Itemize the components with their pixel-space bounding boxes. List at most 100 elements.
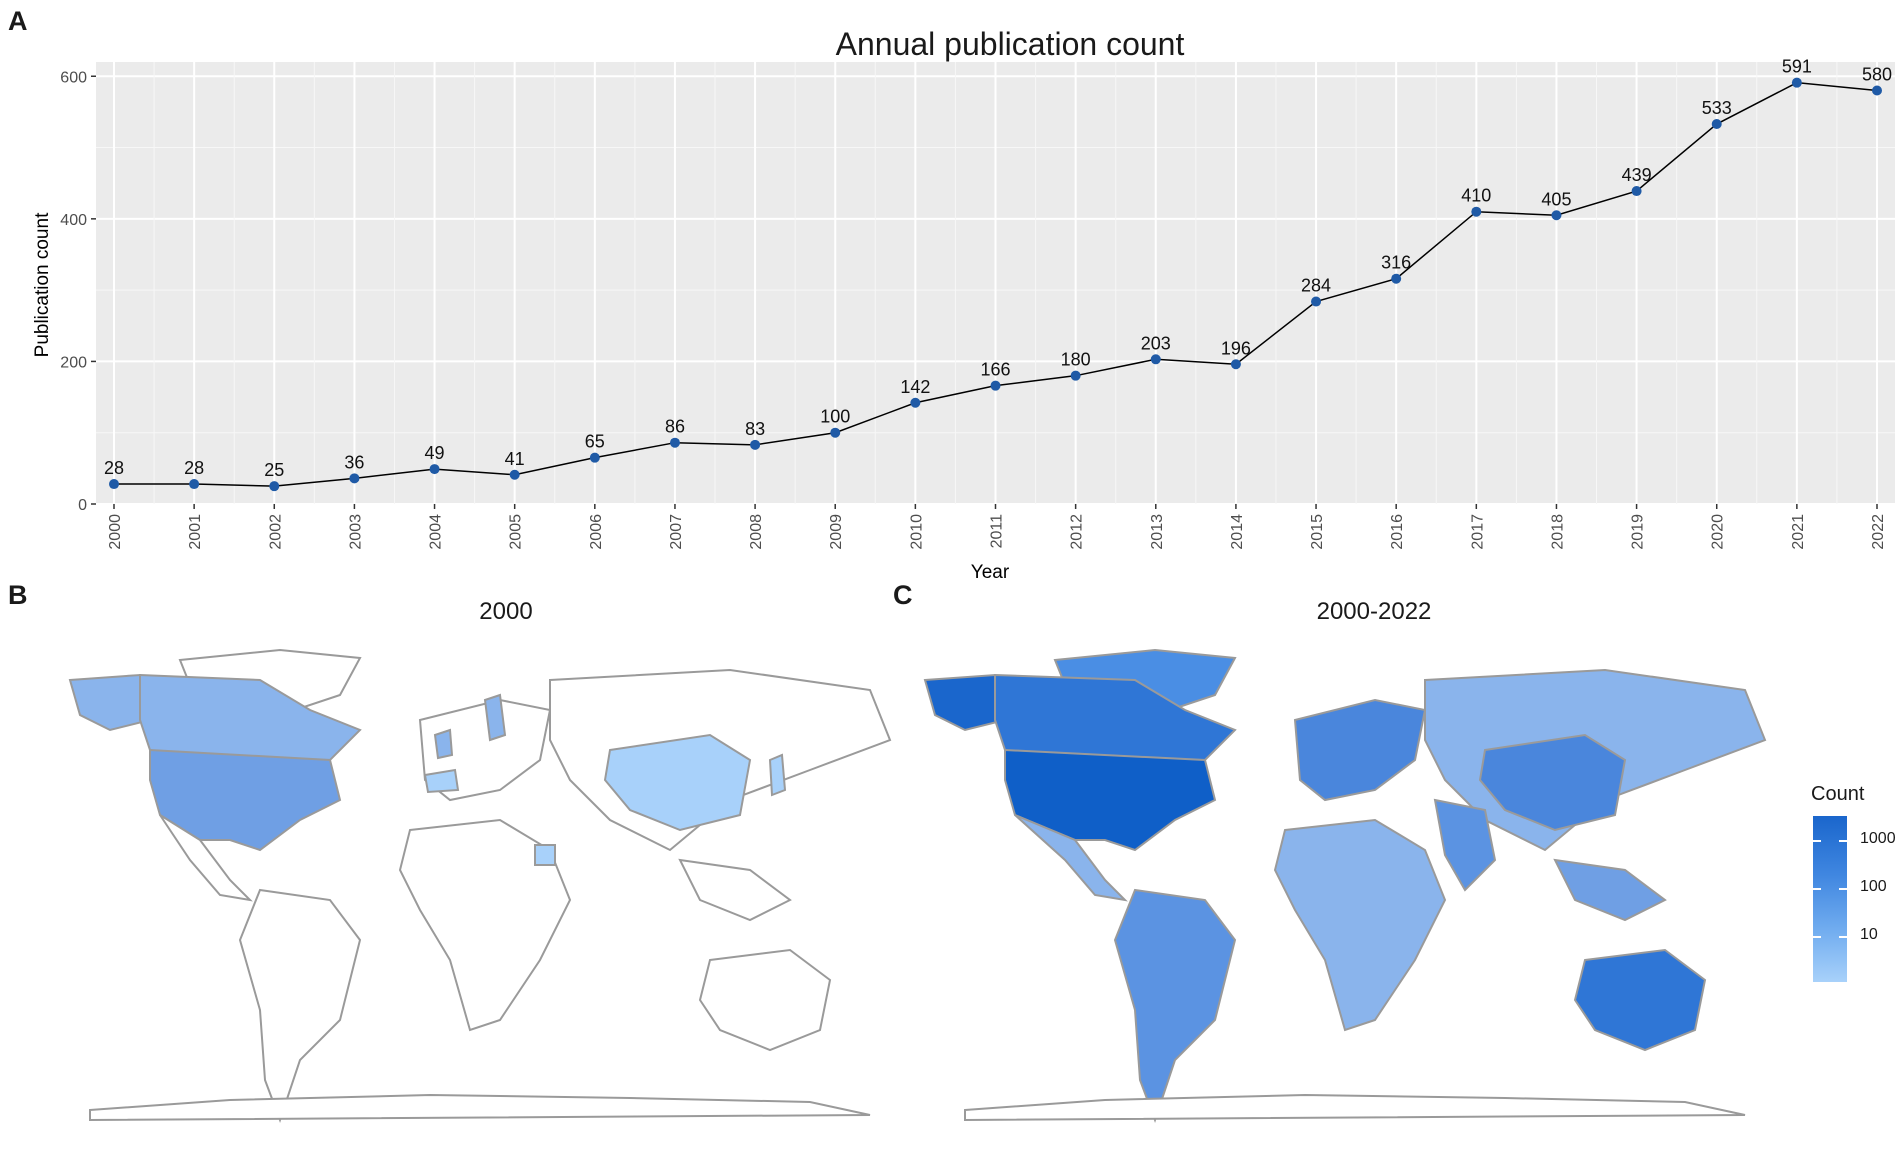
x-tick-label: 2005	[508, 514, 525, 550]
data-point	[429, 464, 440, 475]
map-japan	[768, 753, 787, 797]
x-tick-label: 2004	[428, 514, 445, 550]
data-point	[349, 473, 360, 484]
x-tick-label: 2022	[1870, 514, 1887, 550]
data-label: 284	[1301, 276, 1331, 296]
data-label: 142	[900, 377, 930, 397]
map-china	[603, 733, 752, 832]
map-title-b: 2000	[479, 598, 533, 625]
data-label: 591	[1782, 57, 1812, 77]
data-label: 405	[1541, 189, 1571, 209]
x-tick-label: 2003	[347, 514, 364, 550]
data-point	[1471, 206, 1482, 217]
x-tick-label: 2015	[1309, 514, 1326, 550]
x-axis-title: Year	[971, 562, 1010, 580]
legend-title: Count	[1811, 783, 1865, 805]
data-label: 100	[820, 407, 850, 427]
data-point	[1551, 210, 1562, 221]
map-china	[1478, 733, 1627, 832]
x-tick-label: 2002	[267, 514, 284, 550]
world-map-2000	[68, 648, 892, 1123]
data-point	[1391, 273, 1402, 284]
data-label: 533	[1702, 98, 1732, 118]
map-southeast-asia	[1553, 858, 1667, 922]
data-label: 49	[425, 443, 445, 463]
data-label: 28	[184, 458, 204, 478]
x-tick-label: 2013	[1149, 514, 1166, 550]
legend-tick-label: 10	[1860, 926, 1878, 943]
x-tick-label: 2008	[748, 514, 765, 550]
legend-tick-mark	[1839, 840, 1847, 842]
panel-label-b: B	[8, 580, 28, 610]
map-usa	[149, 748, 342, 852]
x-tick-label: 2001	[187, 514, 204, 550]
legend-tick-mark	[1839, 888, 1847, 890]
panel-label-c: C	[893, 580, 913, 610]
map-europe	[1293, 698, 1427, 802]
chart-title: Annual publication count	[835, 26, 1185, 62]
x-tick-label: 2017	[1469, 514, 1486, 550]
data-point	[509, 469, 520, 480]
data-label: 439	[1622, 165, 1652, 185]
x-tick-label: 2007	[668, 514, 685, 550]
x-tick-label: 2020	[1710, 514, 1727, 550]
data-label: 166	[980, 360, 1010, 380]
data-label: 203	[1141, 333, 1171, 353]
data-label: 580	[1862, 65, 1892, 85]
x-tick-label: 2010	[908, 514, 925, 550]
data-label: 83	[745, 419, 765, 439]
y-tick-label: 0	[78, 497, 87, 514]
world-map-2000-2022	[923, 648, 1767, 1123]
data-points	[109, 77, 1882, 492]
data-point	[1711, 119, 1722, 130]
map-alaska	[68, 673, 152, 732]
map-title-c: 2000-2022	[1316, 598, 1432, 625]
map-antarctica	[89, 1093, 871, 1122]
data-label: 316	[1381, 253, 1411, 273]
data-point	[1872, 85, 1882, 96]
map-mexico	[1014, 814, 1128, 902]
data-point	[109, 479, 119, 490]
data-point	[910, 397, 921, 408]
legend-tick-label: 1000	[1860, 830, 1896, 847]
map-usa	[1004, 748, 1217, 852]
x-tick-label: 2021	[1790, 514, 1807, 550]
x-tick-label: 2006	[588, 514, 605, 550]
data-point	[189, 479, 200, 490]
map-south-america	[1113, 888, 1237, 1123]
map-uk	[433, 728, 454, 760]
panel-label-a: A	[8, 6, 28, 36]
data-point	[1631, 186, 1642, 197]
map-africa	[398, 818, 572, 1032]
map-south-america	[238, 888, 362, 1123]
data-point	[1311, 296, 1322, 307]
x-tick-label: 2019	[1630, 514, 1647, 550]
map-alaska	[923, 673, 1007, 732]
x-tick-label: 2000	[107, 514, 124, 550]
y-axis-title: Publication count	[32, 212, 53, 357]
data-label: 36	[344, 452, 364, 472]
data-point	[830, 427, 841, 438]
data-point	[1791, 77, 1802, 88]
map-egypt	[534, 844, 556, 866]
data-label: 28	[104, 458, 124, 478]
map-sweden	[483, 693, 507, 742]
data-label: 196	[1221, 338, 1251, 358]
legend-tick-mark	[1813, 936, 1821, 938]
x-tick-label: 2014	[1229, 514, 1246, 550]
data-label: 410	[1461, 186, 1491, 206]
data-point	[990, 380, 1001, 391]
data-point	[1150, 354, 1161, 365]
line-chart: 0 200 400 600 2000 2001 2002 2003 2004 2005 2006 20…	[32, 57, 1895, 580]
data-point	[269, 481, 280, 492]
data-label: 65	[585, 432, 605, 452]
y-tick-label: 600	[60, 69, 87, 86]
data-label: 180	[1061, 350, 1091, 370]
data-label: 86	[665, 417, 685, 437]
x-tick-label: 2018	[1549, 514, 1566, 550]
legend-tick-label: 100	[1860, 878, 1887, 895]
legend-color-bar	[1813, 816, 1847, 982]
data-point	[1070, 370, 1081, 381]
map-antarctica	[964, 1093, 1746, 1122]
y-tick-label: 400	[60, 212, 87, 229]
